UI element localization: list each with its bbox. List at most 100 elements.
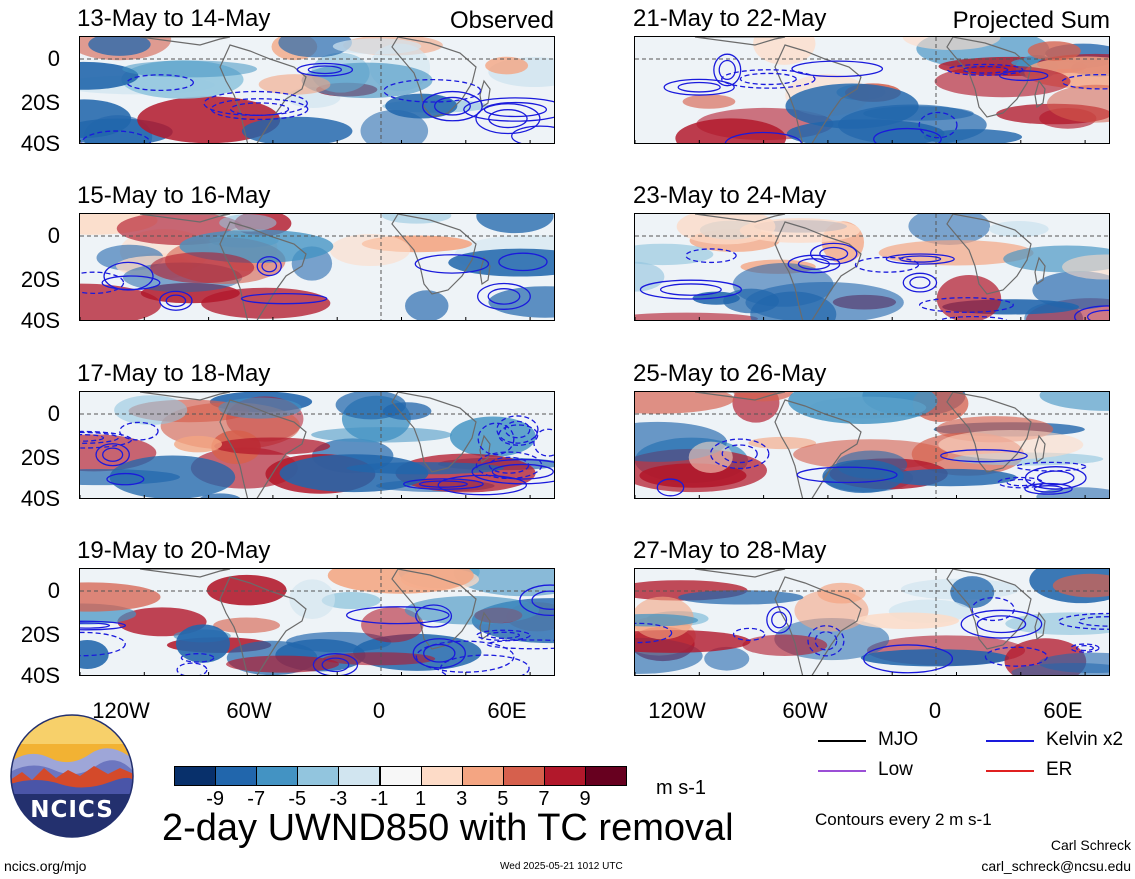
- kelvin-contour: [312, 653, 359, 675]
- anomaly-shading: [1052, 573, 1109, 598]
- anomaly-shading: [323, 652, 436, 666]
- map-panel: [634, 213, 1110, 321]
- kelvin-contour: [176, 662, 208, 675]
- anomaly-shading: [682, 94, 736, 109]
- anomaly-shading: [908, 214, 991, 245]
- x-tick-label: 60E: [487, 698, 527, 723]
- kelvin-contour: [909, 276, 931, 289]
- anomaly-shading: [788, 392, 938, 424]
- kelvin-contour: [961, 65, 1009, 74]
- coastline: [219, 44, 307, 143]
- ncics-logo-text: NCICS: [30, 797, 114, 823]
- anomaly-shading: [742, 634, 828, 656]
- kelvin-contour: [902, 272, 938, 293]
- panel-left-3-title: 17-May to 18-May: [77, 360, 271, 387]
- map-field-svg: [80, 569, 554, 675]
- kelvin-contour: [80, 433, 105, 442]
- kelvin-contour: [999, 70, 1049, 82]
- y-tick-label: 20S: [20, 622, 60, 647]
- kelvin-contour: [677, 81, 721, 93]
- anomaly-shading: [80, 99, 132, 138]
- kelvin-contour: [296, 62, 354, 77]
- x-tick-label: 60W: [226, 698, 272, 723]
- colorbar-tick-label: 5: [497, 788, 509, 810]
- anomaly-shading: [449, 416, 536, 457]
- anomaly-shading: [1032, 271, 1109, 310]
- kelvin-contour: [240, 293, 328, 305]
- kelvin-contour: [346, 606, 450, 625]
- anomaly-shading: [785, 83, 919, 129]
- kelvin-contour: [1006, 478, 1035, 487]
- colorbar-swatch: [256, 766, 299, 786]
- colorbar-tick-label: -5: [288, 788, 307, 810]
- anomaly-shading: [878, 240, 1034, 266]
- anomaly-shading: [678, 590, 804, 605]
- coastline: [479, 611, 491, 641]
- coastline: [391, 37, 477, 118]
- panel-right-2-title: 23-May to 24-May: [633, 182, 827, 209]
- kelvin-contour: [321, 657, 350, 673]
- anomaly-shading: [311, 427, 453, 443]
- colorbar-tick-label: 3: [456, 788, 468, 810]
- anomaly-shading: [88, 37, 151, 56]
- colorbar-swatch: [461, 766, 504, 786]
- kelvin-contour: [1075, 645, 1094, 652]
- colorbar-swatch: [174, 766, 217, 786]
- legend-line-mjo: [818, 740, 866, 742]
- author-email: carl_schreck@ncsu.edu: [981, 858, 1131, 874]
- anomaly-shading: [200, 493, 241, 498]
- kelvin-contour: [498, 252, 548, 272]
- kelvin-contour: [721, 444, 758, 464]
- kelvin-contour: [1078, 616, 1109, 627]
- coastline: [774, 399, 862, 498]
- kelvin-contour: [403, 478, 484, 490]
- coastline: [219, 399, 307, 498]
- anomaly-shading: [753, 37, 816, 65]
- kelvin-contour: [80, 622, 111, 629]
- colorbar-swatch: [215, 766, 258, 786]
- kelvin-contour: [307, 65, 343, 75]
- kelvin-contour: [477, 282, 531, 310]
- kelvin-contour: [463, 97, 554, 122]
- kelvin-contour: [656, 478, 685, 497]
- y-tick-label: 40S: [20, 308, 60, 333]
- colorbar-tick-label: 7: [538, 788, 550, 810]
- anomaly-shading: [226, 655, 340, 673]
- anomaly-shading: [448, 248, 554, 277]
- kelvin-contour: [471, 458, 554, 485]
- kelvin-contour: [873, 127, 942, 143]
- panel-left-1-label: Observed: [449, 7, 554, 34]
- kelvin-contour: [422, 90, 483, 122]
- anomaly-shading: [739, 218, 861, 243]
- anomaly-shading: [213, 617, 281, 634]
- kelvin-contour: [1033, 485, 1064, 493]
- anomaly-shading: [332, 38, 422, 55]
- anomaly-shading: [923, 129, 1023, 143]
- colorbar-units: m s-1: [656, 777, 706, 799]
- kelvin-contour: [80, 631, 126, 657]
- anomaly-shading: [286, 631, 392, 653]
- anomaly-shading: [989, 220, 1049, 238]
- kelvin-contour: [80, 271, 125, 295]
- kelvin-contour: [918, 297, 1014, 313]
- kelvin-contour: [95, 443, 130, 467]
- y-tick-label: 40S: [20, 486, 60, 511]
- anomaly-shading: [902, 37, 1001, 50]
- kelvin-contour: [418, 480, 468, 488]
- kelvin-contour: [771, 611, 788, 629]
- kelvin-contour: [1058, 612, 1109, 630]
- kelvin-contour: [210, 98, 309, 121]
- kelvin-contour: [477, 422, 515, 456]
- map-panel: [79, 391, 555, 499]
- map-field-svg: [80, 392, 554, 498]
- coastline: [694, 392, 786, 401]
- kelvin-contour: [1024, 482, 1073, 495]
- anomaly-shading: [80, 582, 161, 612]
- anomaly-shading: [704, 646, 750, 671]
- kelvin-contour: [946, 63, 1024, 76]
- legend-label-kelvin: Kelvin x2: [1046, 729, 1124, 750]
- kelvin-contour: [724, 131, 803, 143]
- x-tick-label: 60E: [1043, 698, 1083, 723]
- x-tick-label: 120W: [648, 698, 706, 723]
- legend-line-low: [818, 770, 866, 772]
